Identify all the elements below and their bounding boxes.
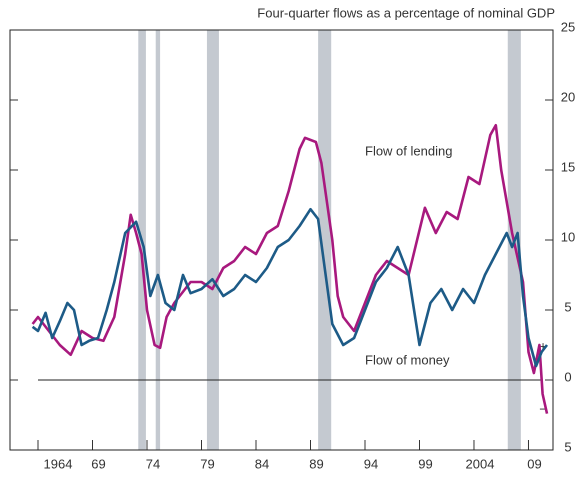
x-tick-label: 74 (146, 456, 160, 471)
x-tick-label: 99 (418, 456, 432, 471)
shaded-period (155, 30, 161, 450)
y-tick-label: 0 (564, 369, 571, 384)
shaded-period (318, 30, 332, 450)
chart-title: Four-quarter flows as a percentage of no… (257, 5, 555, 20)
shaded-period (206, 30, 219, 450)
x-tick-label: 79 (200, 456, 214, 471)
series-label: Flow of money (365, 352, 450, 367)
sign-label: − (539, 401, 547, 416)
y-tick-label: 20 (561, 89, 575, 104)
series-label: Flow of lending (365, 143, 452, 158)
x-tick-label: 84 (255, 456, 269, 471)
x-tick-label: 89 (309, 456, 323, 471)
y-tick-label: 25 (561, 19, 575, 34)
series-line (31, 207, 549, 368)
y-tick-label: 15 (561, 159, 575, 174)
sign-label: + (539, 338, 547, 353)
x-tick-label: 2004 (466, 456, 495, 471)
y-tick-label: 5 (564, 439, 571, 454)
series-line (31, 123, 549, 414)
plot-frame (9, 29, 554, 451)
y-tick-label: 5 (564, 299, 571, 314)
y-tick-label: 10 (561, 229, 575, 244)
x-tick-label: 1964 (44, 456, 73, 471)
x-tick-label: 09 (527, 456, 541, 471)
x-tick-label: 94 (364, 456, 378, 471)
x-tick-label: 69 (91, 456, 105, 471)
